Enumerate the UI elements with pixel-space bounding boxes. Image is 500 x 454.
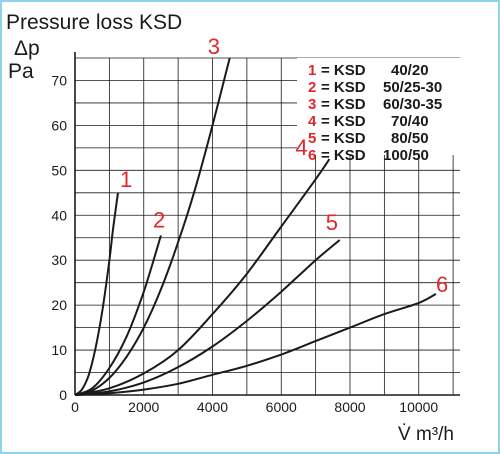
legend-size-3: 60/30-35 bbox=[383, 96, 442, 113]
curve-1 bbox=[74, 192, 119, 396]
legend-number-1: 1 bbox=[308, 62, 316, 79]
y-tick-label: 30 bbox=[51, 252, 67, 268]
curve-label-4: 4 bbox=[295, 135, 307, 160]
x-axis-label: V̇ m³/h bbox=[398, 424, 454, 445]
y-tick-label: 10 bbox=[51, 342, 67, 358]
x-tick-label: 6000 bbox=[266, 399, 297, 415]
curve-label-5: 5 bbox=[326, 210, 338, 235]
x-tick-label: 2000 bbox=[128, 399, 159, 415]
tick-labels: 0 2000 4000 6000 8000 10000 0 10 20 30 40 50 60 70 bbox=[51, 72, 438, 415]
y-tick-label: 50 bbox=[51, 162, 67, 178]
legend-prefix-1: = KSD bbox=[321, 62, 366, 79]
curve-2 bbox=[74, 235, 162, 396]
y-axis-unit: Pa bbox=[8, 60, 34, 83]
legend-size-5: 80/50 bbox=[391, 130, 429, 147]
curve-label-6: 6 bbox=[436, 272, 448, 297]
curve-5 bbox=[74, 239, 341, 396]
legend-prefix-2: = KSD bbox=[321, 79, 366, 96]
legend-number-5: 5 bbox=[308, 130, 316, 147]
curve-label-3: 3 bbox=[208, 34, 220, 59]
curve-6 bbox=[74, 293, 437, 396]
legend-prefix-5: = KSD bbox=[321, 130, 366, 147]
y-tick-label: 60 bbox=[51, 117, 67, 133]
legend-prefix-3: = KSD bbox=[321, 96, 366, 113]
axes bbox=[74, 52, 460, 396]
y-tick-label: 20 bbox=[51, 297, 67, 313]
curve-3 bbox=[74, 57, 231, 396]
y-tick-label: 0 bbox=[59, 387, 67, 403]
curves bbox=[74, 57, 437, 396]
legend-number-6: 6 bbox=[308, 147, 316, 164]
legend-size-1: 40/20 bbox=[391, 62, 429, 79]
curve-label-1: 1 bbox=[120, 167, 132, 192]
x-tick-label: 0 bbox=[71, 399, 79, 415]
chart-title: Pressure loss KSD bbox=[6, 11, 182, 34]
y-axis-symbol: Δp bbox=[14, 37, 40, 60]
x-tick-label: 4000 bbox=[197, 399, 228, 415]
x-tick-label: 10000 bbox=[399, 399, 438, 415]
legend-size-6: 100/50 bbox=[383, 147, 429, 164]
curve-4 bbox=[74, 158, 331, 396]
legend-prefix-4: = KSD bbox=[321, 113, 366, 130]
legend-size-2: 50/25-30 bbox=[383, 79, 442, 96]
legend: 1 = KSD 40/20 2 = KSD 50/25-30 3 = KSD 60/30-35 4… bbox=[308, 62, 442, 164]
legend-number-3: 3 bbox=[308, 96, 316, 113]
curve-label-2: 2 bbox=[153, 207, 165, 232]
legend-prefix-6: = KSD bbox=[321, 147, 366, 164]
y-tick-label: 70 bbox=[51, 72, 67, 88]
legend-number-2: 2 bbox=[308, 79, 316, 96]
x-tick-label: 8000 bbox=[334, 399, 365, 415]
y-tick-label: 40 bbox=[51, 207, 67, 223]
legend-background bbox=[297, 58, 461, 155]
legend-size-4: 70/40 bbox=[391, 113, 429, 130]
legend-number-4: 4 bbox=[308, 113, 317, 130]
